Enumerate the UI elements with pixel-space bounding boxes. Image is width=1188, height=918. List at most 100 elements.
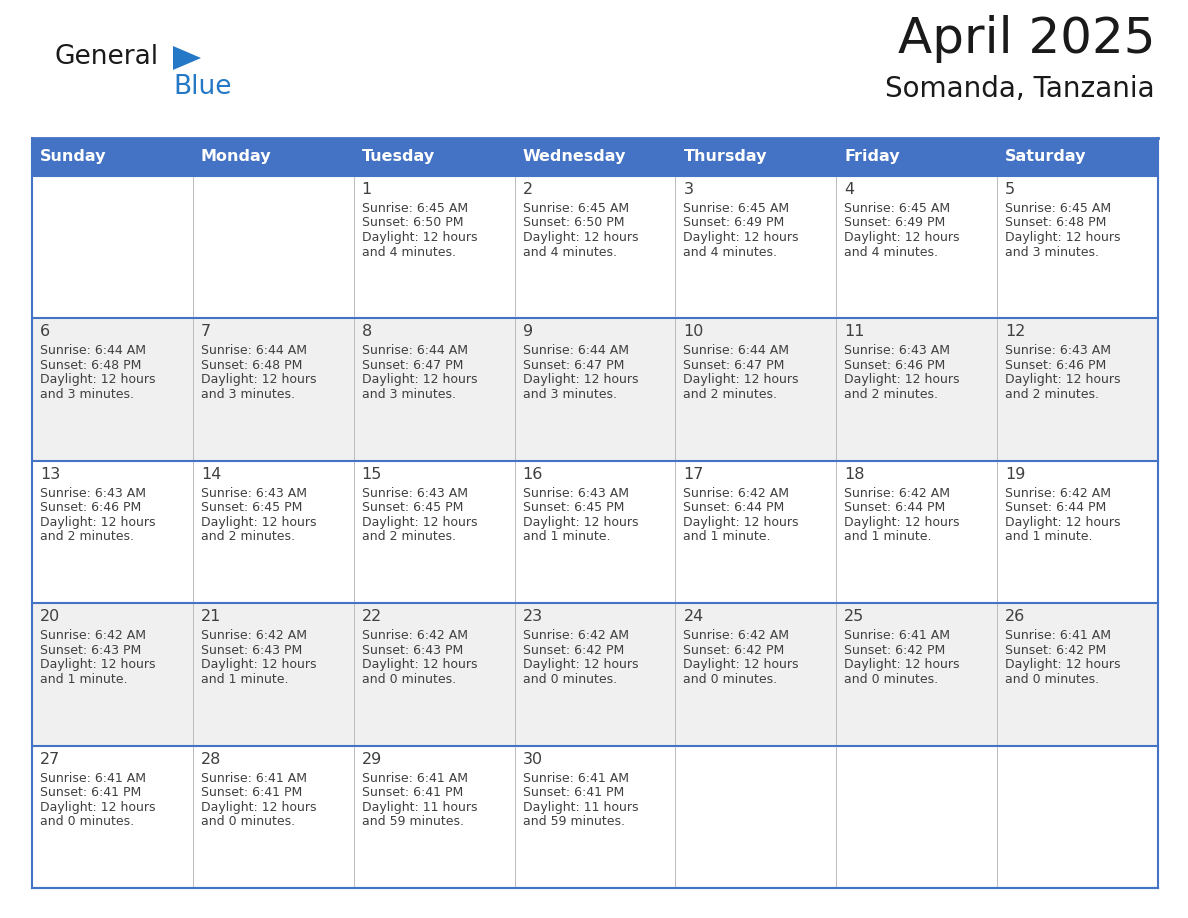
- Text: and 3 minutes.: and 3 minutes.: [361, 388, 456, 401]
- FancyBboxPatch shape: [192, 745, 354, 888]
- Text: 23: 23: [523, 610, 543, 624]
- FancyBboxPatch shape: [32, 461, 192, 603]
- Text: 5: 5: [1005, 182, 1016, 197]
- Text: Sunrise: 6:41 AM: Sunrise: 6:41 AM: [361, 772, 468, 785]
- Text: Daylight: 11 hours: Daylight: 11 hours: [361, 800, 478, 813]
- FancyBboxPatch shape: [997, 138, 1158, 176]
- Text: 19: 19: [1005, 466, 1025, 482]
- Text: Daylight: 12 hours: Daylight: 12 hours: [1005, 231, 1120, 244]
- FancyBboxPatch shape: [514, 461, 676, 603]
- Text: Sunset: 6:41 PM: Sunset: 6:41 PM: [40, 786, 141, 799]
- Text: and 0 minutes.: and 0 minutes.: [40, 815, 134, 828]
- FancyBboxPatch shape: [32, 319, 192, 461]
- Text: Sunrise: 6:43 AM: Sunrise: 6:43 AM: [201, 487, 307, 499]
- Text: and 2 minutes.: and 2 minutes.: [40, 531, 134, 543]
- Text: Daylight: 12 hours: Daylight: 12 hours: [201, 800, 316, 813]
- FancyBboxPatch shape: [514, 319, 676, 461]
- FancyBboxPatch shape: [354, 176, 514, 319]
- Text: and 0 minutes.: and 0 minutes.: [845, 673, 939, 686]
- Text: and 4 minutes.: and 4 minutes.: [845, 245, 939, 259]
- Text: 22: 22: [361, 610, 383, 624]
- FancyBboxPatch shape: [676, 176, 836, 319]
- Text: and 59 minutes.: and 59 minutes.: [523, 815, 625, 828]
- Text: Daylight: 12 hours: Daylight: 12 hours: [40, 658, 156, 671]
- Text: Wednesday: Wednesday: [523, 150, 626, 164]
- Text: 16: 16: [523, 466, 543, 482]
- FancyBboxPatch shape: [514, 745, 676, 888]
- Text: and 4 minutes.: and 4 minutes.: [523, 245, 617, 259]
- Text: Daylight: 12 hours: Daylight: 12 hours: [40, 374, 156, 386]
- Text: and 2 minutes.: and 2 minutes.: [845, 388, 939, 401]
- FancyBboxPatch shape: [997, 745, 1158, 888]
- Text: and 2 minutes.: and 2 minutes.: [361, 531, 456, 543]
- FancyBboxPatch shape: [836, 319, 997, 461]
- Text: 28: 28: [201, 752, 221, 767]
- Text: Sunrise: 6:45 AM: Sunrise: 6:45 AM: [523, 202, 628, 215]
- Text: Sunset: 6:41 PM: Sunset: 6:41 PM: [201, 786, 302, 799]
- Text: Sunrise: 6:42 AM: Sunrise: 6:42 AM: [40, 629, 146, 643]
- FancyBboxPatch shape: [836, 745, 997, 888]
- Text: Sunrise: 6:45 AM: Sunrise: 6:45 AM: [845, 202, 950, 215]
- Text: and 0 minutes.: and 0 minutes.: [1005, 673, 1099, 686]
- Text: 29: 29: [361, 752, 383, 767]
- Text: 10: 10: [683, 324, 703, 340]
- Text: Sunrise: 6:43 AM: Sunrise: 6:43 AM: [845, 344, 950, 357]
- Text: Daylight: 11 hours: Daylight: 11 hours: [523, 800, 638, 813]
- Text: Sunrise: 6:44 AM: Sunrise: 6:44 AM: [361, 344, 468, 357]
- FancyBboxPatch shape: [192, 138, 354, 176]
- FancyBboxPatch shape: [514, 176, 676, 319]
- Polygon shape: [173, 46, 201, 70]
- Text: Daylight: 12 hours: Daylight: 12 hours: [1005, 374, 1120, 386]
- Text: Somanda, Tanzania: Somanda, Tanzania: [885, 75, 1155, 103]
- Text: Sunrise: 6:42 AM: Sunrise: 6:42 AM: [683, 487, 790, 499]
- Text: Sunset: 6:48 PM: Sunset: 6:48 PM: [40, 359, 141, 372]
- Text: Daylight: 12 hours: Daylight: 12 hours: [523, 231, 638, 244]
- Text: 26: 26: [1005, 610, 1025, 624]
- Text: and 3 minutes.: and 3 minutes.: [1005, 245, 1099, 259]
- FancyBboxPatch shape: [32, 176, 192, 319]
- Text: 3: 3: [683, 182, 694, 197]
- Text: Sunrise: 6:44 AM: Sunrise: 6:44 AM: [523, 344, 628, 357]
- Text: Daylight: 12 hours: Daylight: 12 hours: [361, 516, 478, 529]
- FancyBboxPatch shape: [676, 461, 836, 603]
- Text: Sunset: 6:44 PM: Sunset: 6:44 PM: [845, 501, 946, 514]
- Text: and 1 minute.: and 1 minute.: [523, 531, 611, 543]
- Text: 24: 24: [683, 610, 703, 624]
- Text: Daylight: 12 hours: Daylight: 12 hours: [523, 516, 638, 529]
- FancyBboxPatch shape: [32, 745, 192, 888]
- FancyBboxPatch shape: [514, 138, 676, 176]
- Text: and 59 minutes.: and 59 minutes.: [361, 815, 463, 828]
- Text: 15: 15: [361, 466, 383, 482]
- Text: Daylight: 12 hours: Daylight: 12 hours: [1005, 658, 1120, 671]
- Text: Daylight: 12 hours: Daylight: 12 hours: [845, 374, 960, 386]
- Text: and 3 minutes.: and 3 minutes.: [523, 388, 617, 401]
- Text: 1: 1: [361, 182, 372, 197]
- FancyBboxPatch shape: [354, 319, 514, 461]
- Text: Sunset: 6:43 PM: Sunset: 6:43 PM: [40, 644, 141, 656]
- FancyBboxPatch shape: [32, 138, 192, 176]
- Text: Sunset: 6:45 PM: Sunset: 6:45 PM: [201, 501, 302, 514]
- Text: and 1 minute.: and 1 minute.: [683, 531, 771, 543]
- FancyBboxPatch shape: [676, 603, 836, 745]
- Text: Daylight: 12 hours: Daylight: 12 hours: [683, 516, 798, 529]
- Text: Sunset: 6:47 PM: Sunset: 6:47 PM: [523, 359, 624, 372]
- Text: Sunrise: 6:41 AM: Sunrise: 6:41 AM: [845, 629, 950, 643]
- FancyBboxPatch shape: [354, 461, 514, 603]
- Text: Sunrise: 6:41 AM: Sunrise: 6:41 AM: [1005, 629, 1111, 643]
- FancyBboxPatch shape: [514, 603, 676, 745]
- FancyBboxPatch shape: [192, 319, 354, 461]
- Text: Daylight: 12 hours: Daylight: 12 hours: [845, 658, 960, 671]
- Text: Monday: Monday: [201, 150, 272, 164]
- Text: Daylight: 12 hours: Daylight: 12 hours: [845, 231, 960, 244]
- FancyBboxPatch shape: [354, 745, 514, 888]
- Text: 17: 17: [683, 466, 703, 482]
- Text: 14: 14: [201, 466, 221, 482]
- Text: Sunset: 6:43 PM: Sunset: 6:43 PM: [361, 644, 463, 656]
- Text: Daylight: 12 hours: Daylight: 12 hours: [523, 374, 638, 386]
- Text: Daylight: 12 hours: Daylight: 12 hours: [40, 800, 156, 813]
- Text: Sunrise: 6:41 AM: Sunrise: 6:41 AM: [40, 772, 146, 785]
- Text: Sunrise: 6:43 AM: Sunrise: 6:43 AM: [523, 487, 628, 499]
- FancyBboxPatch shape: [354, 603, 514, 745]
- Text: Sunrise: 6:43 AM: Sunrise: 6:43 AM: [40, 487, 146, 499]
- Text: Sunset: 6:41 PM: Sunset: 6:41 PM: [361, 786, 463, 799]
